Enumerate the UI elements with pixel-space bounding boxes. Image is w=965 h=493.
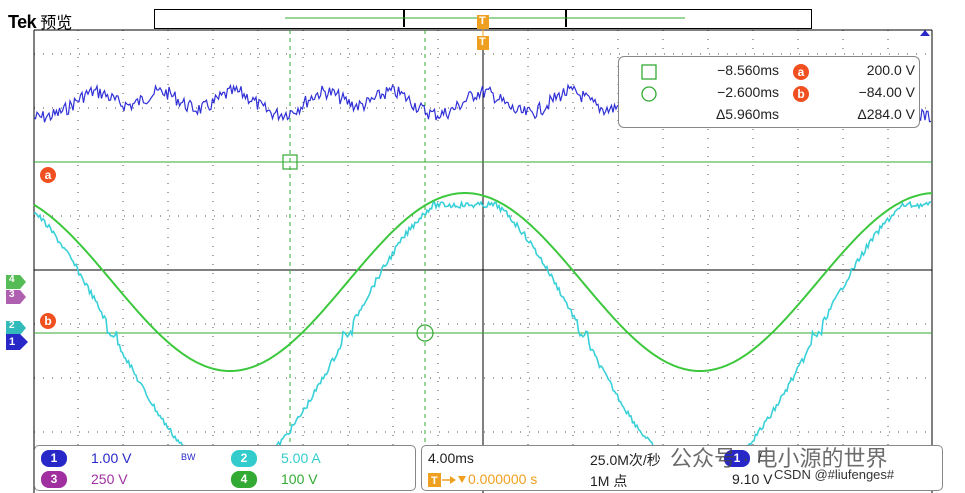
circle-cursor-icon (641, 86, 657, 102)
trigger-label-bottom: T (479, 36, 486, 48)
timebase-panel[interactable]: 4.00ms 25.0M次/秒 1 / T 0.000000 s 1M 点 9.… (421, 445, 943, 491)
square-cursor-icon (641, 64, 657, 80)
timebase-scale: 4.00ms (428, 450, 474, 466)
ch1-offscreen-arrow (920, 30, 930, 36)
cursor2-time: −2.600ms (717, 84, 779, 100)
ch4-marker-label: 4 (9, 274, 15, 285)
preview-mode-label: 预览 (40, 15, 73, 32)
watermark-primary: 公众号 · 电小源的世界 (670, 446, 888, 471)
ch2-chip[interactable]: 2 (231, 450, 257, 467)
ref-a-label: a (44, 168, 52, 182)
trigger-source-chip[interactable]: 1 (724, 450, 750, 467)
cursor-a-value: 200.0 V (866, 62, 915, 78)
trigger-position-value: 0.000000 s (468, 471, 538, 487)
ch2-marker-label: 2 (9, 320, 15, 331)
delta-value: Δ284.0 V (857, 106, 915, 122)
ch3-ground-marker[interactable] (6, 290, 26, 304)
cursors (34, 30, 932, 493)
cursor1-time: −8.560ms (717, 62, 779, 78)
brand: Tek 预览 (8, 9, 72, 33)
ch4-chip[interactable]: 4 (231, 471, 257, 488)
ch4-scale: 100 V (281, 471, 318, 487)
ch3-marker-label: 3 (9, 289, 15, 300)
ch2-ground-marker[interactable] (6, 321, 26, 335)
ch1-chip[interactable]: 1 (41, 450, 67, 467)
ch3-chip[interactable]: 3 (41, 471, 67, 488)
cursor-b-value: −84.00 V (858, 84, 915, 100)
ref-b-label: b (44, 314, 52, 328)
tek-logo: Tek (8, 12, 37, 32)
delta-time: Δ5.960ms (715, 106, 779, 122)
trigger-slope-icon: / (758, 449, 762, 465)
watermark-secondary: CSDN @#liufenges# (774, 467, 895, 482)
trigger-offset-icon: T (428, 473, 466, 487)
trigger-marker-icon (477, 15, 489, 50)
record-length: 1M 点 (590, 473, 628, 489)
ch1-ground-marker[interactable] (6, 334, 28, 350)
cursor-b-badge: b (793, 86, 809, 102)
cursor1-row: −8.560ms a 200.0 V (619, 62, 919, 82)
cursor-a-badge: a (793, 64, 809, 80)
channel-ground-markers (6, 275, 28, 350)
ch3-scale: 250 V (91, 471, 128, 487)
cursor-b-circle-marker (416, 324, 434, 342)
trigger-level: 9.10 V (732, 471, 773, 487)
delta-row: Δ5.960ms Δ284.0 V (619, 106, 919, 126)
cursor-a-square-marker (282, 154, 298, 170)
cursor2-row: −2.600ms b −84.00 V (619, 84, 919, 104)
ch1-marker-label: 1 (9, 336, 16, 348)
channel-settings-panel[interactable]: 1 1.00 V BW 2 5.00 A 3 250 V 4 100 V (34, 445, 416, 491)
ch4-ground-marker[interactable] (6, 275, 26, 289)
trigger-position-marker[interactable]: T T (476, 14, 490, 54)
sample-rate: 25.0M次/秒 (590, 452, 661, 468)
cursor-readout-panel[interactable]: −8.560ms a 200.0 V −2.600ms b −84.00 V Δ… (618, 56, 920, 128)
trigger-label-top: T (479, 15, 486, 27)
ref-b-marker[interactable]: b (40, 313, 56, 329)
ch4-sine-trace (33, 192, 933, 372)
svg-text:T: T (431, 475, 438, 487)
ch2-scale: 5.00 A (281, 450, 321, 466)
bandwidth-limit-icon: BW (181, 452, 196, 462)
ref-a-marker[interactable]: a (40, 167, 56, 183)
ch1-scale: 1.00 V (91, 450, 132, 466)
